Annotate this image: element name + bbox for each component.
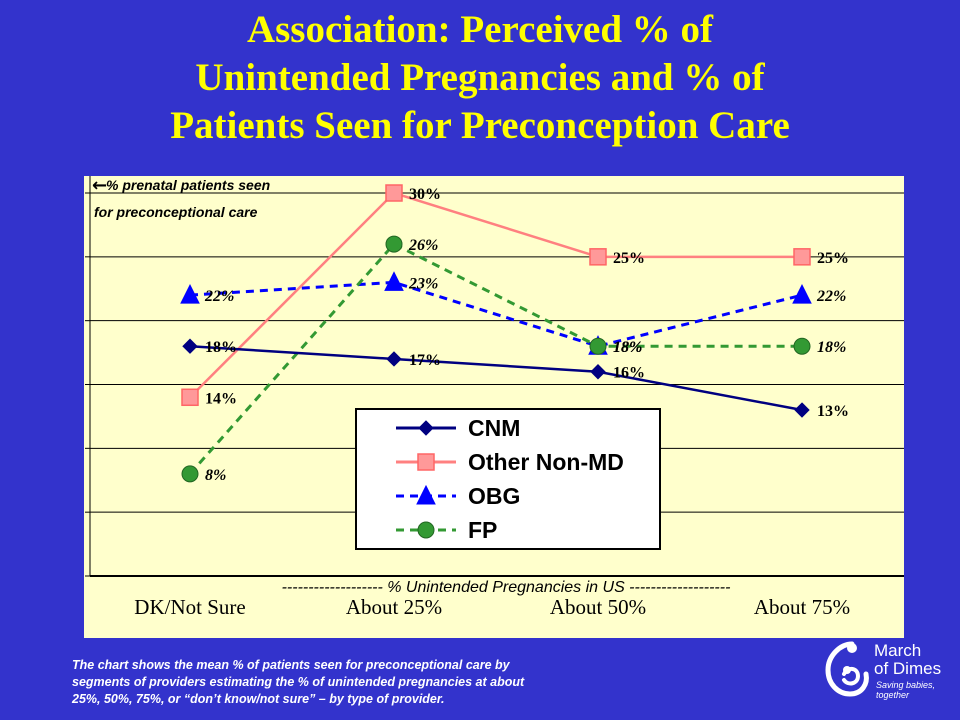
legend-label-fp: FP bbox=[468, 517, 497, 543]
x-tick-label: DK/Not Sure bbox=[134, 595, 245, 619]
footnote-line-3: 25%, 50%, 75%, or “don’t know/not sure” … bbox=[72, 692, 445, 706]
legend-marker-fp bbox=[417, 521, 435, 539]
data-label-cnm: 16% bbox=[613, 365, 645, 382]
legend-marker-other-non-md bbox=[417, 453, 435, 471]
data-label-other-non-md: 25% bbox=[817, 250, 849, 267]
x-annotation: ------------------- % Unintended Pregnan… bbox=[282, 579, 731, 596]
legend-box bbox=[355, 408, 661, 550]
data-point-other-non-md bbox=[589, 248, 607, 266]
legend-label-obg: OBG bbox=[468, 483, 520, 509]
data-point-other-non-md bbox=[181, 388, 199, 407]
data-label-other-non-md: 30% bbox=[409, 186, 441, 203]
data-label-cnm: 13% bbox=[817, 403, 849, 420]
slide-title: Association: Perceived % of Unintended P… bbox=[0, 6, 960, 150]
data-point-cnm bbox=[590, 364, 606, 380]
series-line-fp bbox=[188, 242, 802, 475]
data-label-cnm: 18% bbox=[205, 339, 237, 356]
chart-panel: 0%5%10%15%20%25%30%% prenatal patients s… bbox=[84, 176, 904, 638]
title-line-3: Patients Seen for Preconception Care bbox=[170, 104, 790, 147]
data-label-other-non-md: 25% bbox=[613, 250, 645, 267]
data-label-fp: 8% bbox=[205, 467, 226, 484]
data-point-cnm bbox=[794, 402, 810, 418]
title-line-1: Association: Perceived % of bbox=[246, 8, 714, 51]
data-point-obg bbox=[792, 284, 812, 304]
data-label-obg: 18% bbox=[613, 339, 642, 356]
legend-label-cnm: CNM bbox=[468, 415, 520, 441]
data-point-cnm bbox=[182, 338, 198, 354]
data-label-obg: 22% bbox=[204, 288, 234, 305]
data-point-obg bbox=[180, 284, 200, 304]
march-of-dimes-logo: March of Dimes Saving babies, together bbox=[818, 636, 960, 700]
title-line-2: Unintended Pregnancies and % of bbox=[195, 56, 765, 99]
data-point-fp bbox=[385, 235, 403, 253]
data-label-cnm: 17% bbox=[409, 352, 441, 369]
data-point-cnm bbox=[386, 351, 402, 367]
x-tick-label: About 50% bbox=[550, 595, 646, 619]
data-point-other-non-md bbox=[793, 248, 811, 266]
data-label-obg: 22% bbox=[816, 288, 846, 305]
data-label-other-non-md: 14% bbox=[205, 390, 237, 407]
line-chart: 0%5%10%15%20%25%30%% prenatal patients s… bbox=[85, 176, 904, 619]
x-tick-label: About 25% bbox=[346, 595, 442, 619]
data-label-fp: 18% bbox=[613, 339, 642, 356]
logo-line-2: of Dimes bbox=[874, 659, 942, 678]
data-point-fp bbox=[793, 337, 811, 355]
y-annotation-line-1: % prenatal patients seen bbox=[106, 177, 270, 193]
data-point-obg bbox=[384, 271, 404, 291]
logo-line-1: March bbox=[874, 641, 922, 660]
data-point-other-non-md bbox=[385, 184, 403, 202]
data-label-fp: 18% bbox=[817, 339, 846, 356]
series-line-cnm bbox=[189, 344, 803, 412]
legend-marker-obg bbox=[416, 484, 436, 505]
logo-mother-baby-icon bbox=[825, 641, 869, 697]
data-label-fp: 26% bbox=[408, 237, 438, 254]
footnote-line-1: The chart shows the mean % of patients s… bbox=[72, 658, 510, 672]
legend-marker-cnm bbox=[418, 420, 434, 436]
series-line-obg bbox=[189, 280, 803, 348]
data-point-fp bbox=[589, 337, 607, 355]
y-annotation-line-2: for preconceptional care bbox=[94, 204, 258, 220]
logo-tagline: Saving babies, together bbox=[876, 680, 936, 700]
data-label-obg: 23% bbox=[408, 275, 438, 292]
x-tick-label: About 75% bbox=[754, 595, 850, 619]
footnote: The chart shows the mean % of patients s… bbox=[72, 657, 692, 708]
data-point-fp bbox=[181, 465, 199, 483]
legend-label-other-non-md: Other Non-MD bbox=[468, 449, 624, 475]
series-line-other-non-md bbox=[189, 191, 802, 399]
y-annotation-arrow: ← bbox=[92, 176, 107, 196]
footnote-line-2: segments of providers estimating the % o… bbox=[72, 675, 525, 689]
